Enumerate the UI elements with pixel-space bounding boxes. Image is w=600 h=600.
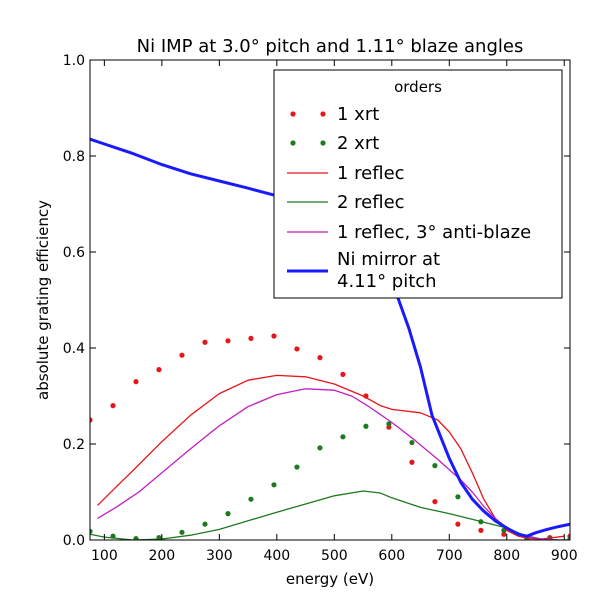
series-0-point	[294, 346, 300, 352]
x-tick-label: 300	[206, 548, 233, 564]
y-tick-label: 0.0	[63, 533, 85, 549]
plot-frame	[89, 59, 571, 541]
x-axis-label: energy (eV)	[286, 570, 374, 588]
series-0-point	[455, 521, 461, 527]
series-1-point	[567, 536, 570, 540]
chart-title: Ni IMP at 3.0° pitch and 1.11° blaze ang…	[137, 36, 524, 57]
series-0-point	[432, 499, 438, 505]
series-0-point	[271, 333, 277, 339]
x-tick-label: 600	[378, 548, 405, 564]
series-0-point	[90, 417, 93, 423]
y-tick-label: 0.6	[63, 245, 85, 261]
x-tick-label: 900	[551, 548, 578, 564]
series-1-point	[271, 482, 277, 488]
series-1-point	[432, 463, 438, 469]
legend-entry: 2 xrt	[337, 133, 379, 154]
axis-ticks: 100 200 300 400 500 600 700 800 900 0.0 0.2 0.4 0.6 0…	[63, 53, 578, 564]
series-3-line	[90, 490, 570, 540]
series-1-point	[225, 510, 231, 517]
y-axis-label: absolute grating efficiency	[34, 200, 52, 400]
series-4-line	[97, 388, 570, 540]
series-5-line	[90, 137, 570, 538]
series-1-point	[409, 439, 415, 446]
series-0-point	[501, 531, 507, 537]
plot-area	[90, 137, 570, 540]
series-1-point	[455, 494, 461, 500]
x-tick-label: 200	[148, 548, 175, 564]
x-tick-label: 400	[263, 548, 290, 564]
series-0-point	[110, 403, 116, 409]
y-tick-label: 1.0	[63, 53, 85, 69]
legend-entry: 1 reflec, 3° anti-blaze	[337, 222, 531, 243]
series-0-point	[179, 352, 185, 358]
legend-marker	[290, 111, 296, 117]
series-1-point	[386, 421, 392, 427]
legend-marker	[320, 140, 326, 146]
legend: orders 1 xrt 2 xrt 1 reflec 2 reflec 1 refle…	[273, 69, 563, 299]
series-1-point	[133, 535, 139, 540]
x-tick-label: 700	[436, 548, 463, 564]
legend-box	[273, 69, 563, 299]
legend-marker	[290, 140, 296, 146]
legend-marker	[320, 111, 326, 117]
x-tick-label: 100	[91, 548, 118, 564]
y-tick-label: 0.4	[63, 341, 85, 357]
series-1-point	[340, 434, 346, 440]
series-1-point	[363, 423, 369, 429]
series-1-point	[202, 521, 208, 527]
y-tick-label: 0.8	[63, 149, 85, 165]
series-0-point	[156, 367, 162, 373]
series-0-point	[248, 335, 254, 341]
legend-entry: 1 xrt	[337, 104, 379, 125]
series-1-point	[294, 464, 300, 470]
series-0-point	[478, 527, 484, 534]
series-0-point	[409, 459, 415, 465]
series-2-line	[97, 374, 565, 540]
series-0-point	[225, 338, 231, 344]
legend-entry: 1 reflec	[337, 163, 405, 184]
legend-title: orders	[394, 78, 442, 96]
series-1-point	[90, 528, 93, 534]
series-1-point	[179, 529, 185, 535]
x-tick-label: 500	[321, 548, 348, 564]
x-tick-label: 800	[493, 548, 520, 564]
series-0-point	[317, 355, 323, 361]
legend-entry: Ni mirror at 4.11° pitch	[337, 249, 440, 292]
series-0-point	[202, 339, 208, 345]
legend-entry: 2 reflec	[337, 192, 405, 213]
series-0-point	[340, 371, 346, 377]
y-tick-label: 0.2	[63, 437, 85, 453]
series-1-point	[248, 496, 254, 502]
series-1-point	[317, 445, 323, 451]
series-0-point	[133, 379, 139, 385]
